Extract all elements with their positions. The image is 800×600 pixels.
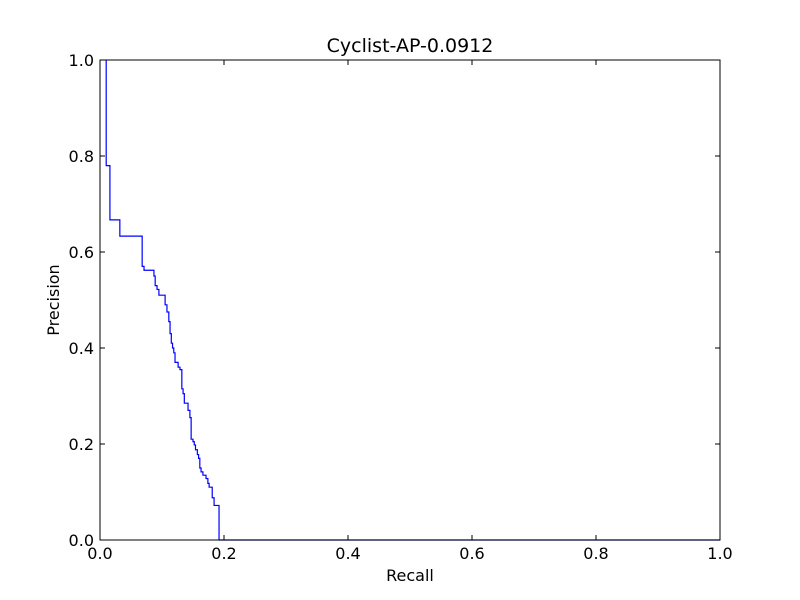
x-tick-label: 0.6 [459, 544, 484, 563]
x-tick-label: 0.2 [211, 544, 236, 563]
x-tick-label: 0.0 [87, 544, 112, 563]
precision-recall-line [105, 60, 720, 541]
x-tick-label: 0.4 [335, 544, 360, 563]
x-tick-label: 1.0 [707, 544, 732, 563]
chart-title: Cyclist-AP-0.0912 [327, 35, 494, 57]
x-axis-label: Recall [386, 566, 434, 585]
y-axis-label: Precision [44, 264, 63, 335]
plot-frame [99, 59, 721, 541]
y-tick-label: 1.0 [69, 51, 94, 70]
y-tick-label: 0.4 [69, 339, 94, 358]
y-tick-label: 0.8 [69, 147, 94, 166]
y-tick-label: 0.6 [69, 243, 94, 262]
x-tick-label: 0.8 [583, 544, 608, 563]
y-tick-label: 0.2 [69, 435, 94, 454]
y-tick-label: 0.0 [69, 531, 94, 550]
